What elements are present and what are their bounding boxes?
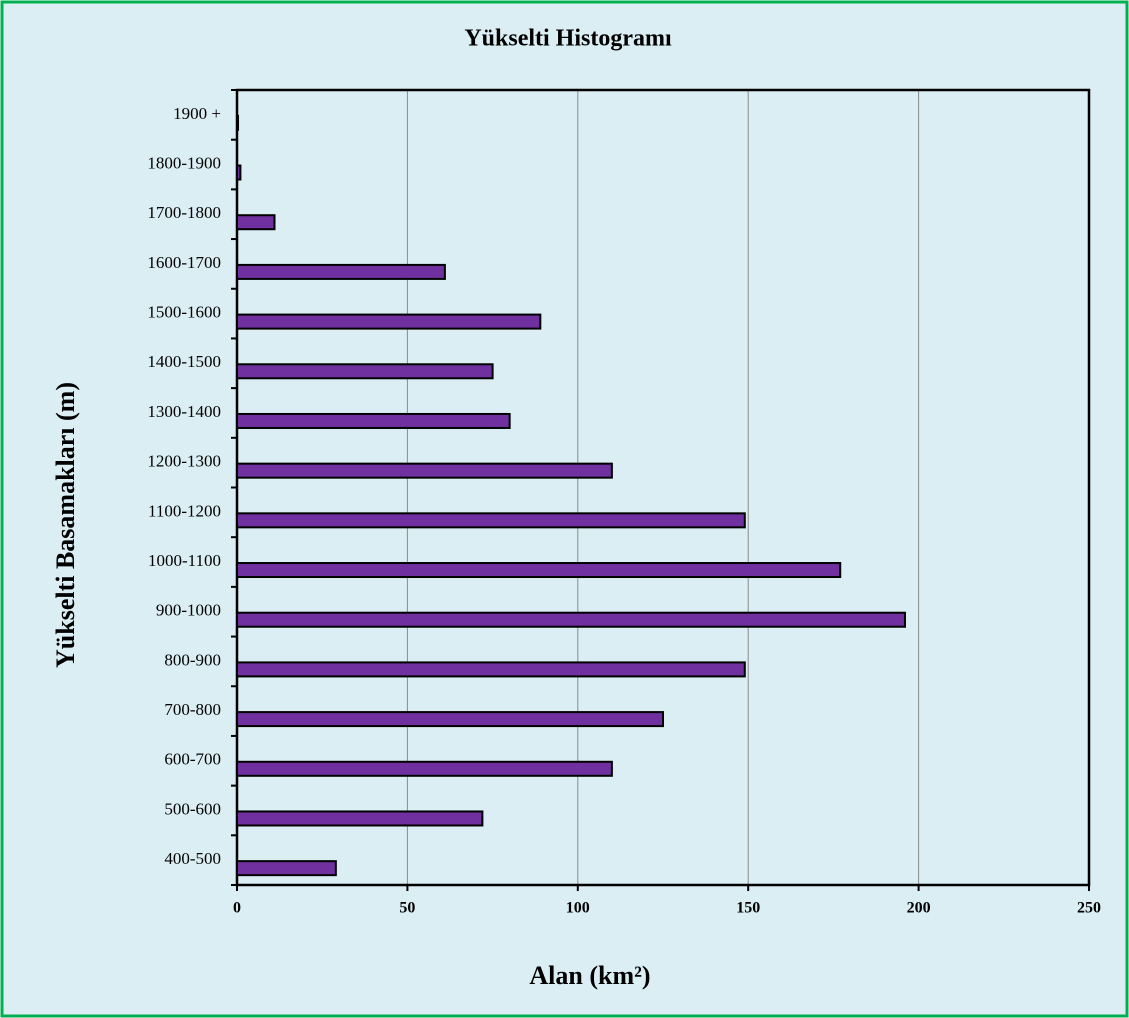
y-tick-label: 1200-1300 — [147, 452, 221, 471]
x-tick-label: 200 — [907, 900, 931, 917]
y-axis-label: Yükselti Basamakları (m) — [51, 382, 80, 668]
y-tick-label: 500-600 — [164, 799, 221, 818]
y-tick-label: 1700-1800 — [147, 203, 221, 222]
y-tick-label: 600-700 — [164, 750, 221, 769]
bar — [236, 313, 542, 330]
bar — [236, 810, 484, 827]
bar — [236, 164, 242, 181]
x-axis-label: Alan (km²) — [529, 961, 650, 990]
bar — [236, 214, 276, 231]
x-tick-label: 50 — [399, 900, 415, 917]
y-tick-label: 1900 + — [173, 104, 221, 123]
y-tick-label: 700-800 — [164, 700, 221, 719]
y-tick-label: 900-1000 — [156, 601, 221, 620]
x-tick-label: 150 — [736, 900, 760, 917]
y-tick-label: 1800-1900 — [147, 153, 221, 172]
y-tick-label: 1400-1500 — [147, 352, 221, 371]
chart-title: Yükselti Histogramı — [464, 26, 672, 52]
bar — [236, 611, 906, 628]
bar — [236, 512, 746, 529]
x-tick-label: 100 — [566, 900, 590, 917]
y-tick-label: 1500-1600 — [147, 303, 221, 322]
bar — [236, 462, 613, 479]
y-tick-label: 1600-1700 — [147, 253, 221, 272]
x-tick-label: 0 — [233, 900, 241, 917]
x-tick-label: 250 — [1077, 900, 1101, 917]
bar — [236, 661, 746, 678]
bar — [236, 860, 337, 877]
y-tick-label: 1100-1200 — [148, 501, 221, 520]
bar — [236, 363, 494, 380]
bar — [236, 114, 240, 131]
y-tick-label: 800-900 — [164, 650, 221, 669]
bar — [236, 562, 842, 579]
y-tick-label: 400-500 — [164, 849, 221, 868]
bar — [236, 760, 613, 777]
bar — [236, 711, 664, 728]
y-tick-label: 1300-1400 — [147, 402, 221, 421]
bar — [236, 263, 446, 280]
bar — [236, 412, 511, 429]
y-tick-label: 1000-1100 — [148, 551, 221, 570]
